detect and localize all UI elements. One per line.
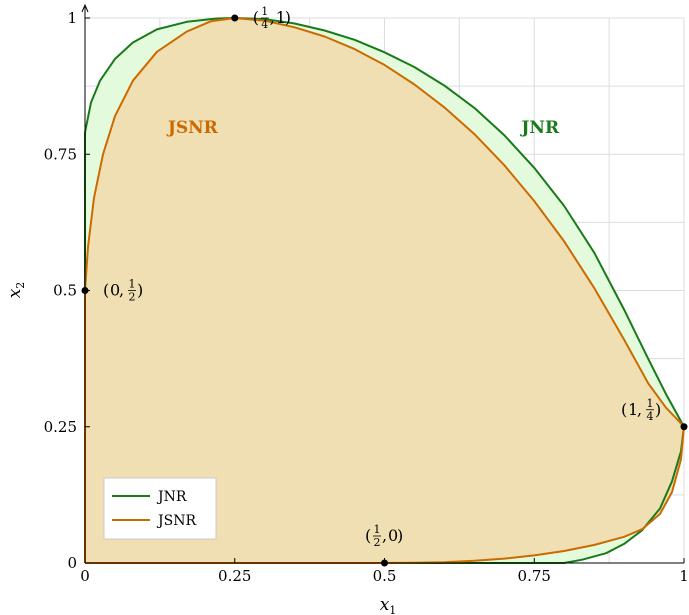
svg-text:4: 4 — [647, 410, 654, 423]
marked-point — [680, 423, 688, 431]
svg-text:,: , — [270, 8, 275, 27]
y-axis-arrow — [81, 3, 89, 13]
x-tick-label: 0.75 — [518, 567, 551, 585]
legend-label-jsnr: JSNR — [156, 513, 196, 529]
svg-text:1: 1 — [129, 278, 136, 291]
svg-text:): ) — [397, 526, 403, 545]
legend-box — [103, 477, 217, 540]
y-tick-label: 0 — [67, 554, 77, 572]
svg-text:1: 1 — [374, 523, 381, 536]
marked-point — [381, 559, 388, 567]
svg-text:): ) — [137, 281, 143, 300]
svg-text:,: , — [637, 400, 642, 419]
point-label: (1, 14) — [621, 397, 661, 423]
svg-text:2: 2 — [374, 536, 381, 549]
series-line-jsnr — [84, 17, 685, 564]
region-label-jsnr: JSNR — [166, 118, 219, 138]
svg-text:1: 1 — [647, 397, 654, 410]
legend-label-jnr: JNR — [156, 489, 187, 505]
svg-text:(: ( — [253, 8, 259, 27]
point-label: (14, 1) — [253, 5, 291, 31]
x-axis-label: x1 — [380, 595, 397, 615]
svg-text:(: ( — [103, 281, 109, 300]
legend: JNR JSNR — [103, 477, 217, 540]
ticks: 0 0.25 0.5 0.75 100.250.50.751 — [44, 9, 689, 585]
svg-text:,: , — [382, 526, 387, 545]
y-tick-label: 0.5 — [53, 282, 77, 300]
svg-text:4: 4 — [261, 18, 268, 31]
svg-text:(: ( — [365, 526, 371, 545]
x-tick-label: 0 — [80, 567, 90, 585]
series-line-jnr — [84, 17, 685, 564]
regions — [84, 17, 685, 564]
point-label: (12, 0) — [365, 523, 403, 549]
svg-text:,: , — [119, 281, 124, 300]
svg-text:): ) — [655, 400, 661, 419]
region-label-jnr: JNR — [519, 118, 560, 138]
x-tick-label: 1 — [679, 567, 689, 585]
marked-point — [231, 14, 239, 22]
svg-text:0: 0 — [110, 281, 120, 300]
svg-text:1: 1 — [261, 5, 268, 18]
svg-text:1: 1 — [628, 400, 638, 419]
y-tick-label: 1 — [67, 9, 77, 27]
y-tick-label: 0.75 — [44, 145, 77, 163]
svg-text:1: 1 — [276, 8, 286, 27]
marked-point — [81, 287, 89, 294]
x-tick-label: 0.25 — [218, 567, 251, 585]
svg-text:0: 0 — [388, 526, 398, 545]
svg-text:): ) — [285, 8, 291, 27]
svg-text:(: ( — [621, 400, 627, 419]
point-label: (0, 12) — [103, 278, 143, 304]
x-tick-label: 0.5 — [373, 567, 397, 585]
y-tick-label: 0.25 — [44, 418, 77, 436]
svg-text:2: 2 — [129, 291, 136, 304]
y-axis-label: x2 — [5, 282, 27, 299]
annotations: JSNR JNR(14, 1)(0, 12)(1, 14)(12, 0) — [81, 5, 688, 567]
region-fill-jsnr — [85, 18, 684, 563]
